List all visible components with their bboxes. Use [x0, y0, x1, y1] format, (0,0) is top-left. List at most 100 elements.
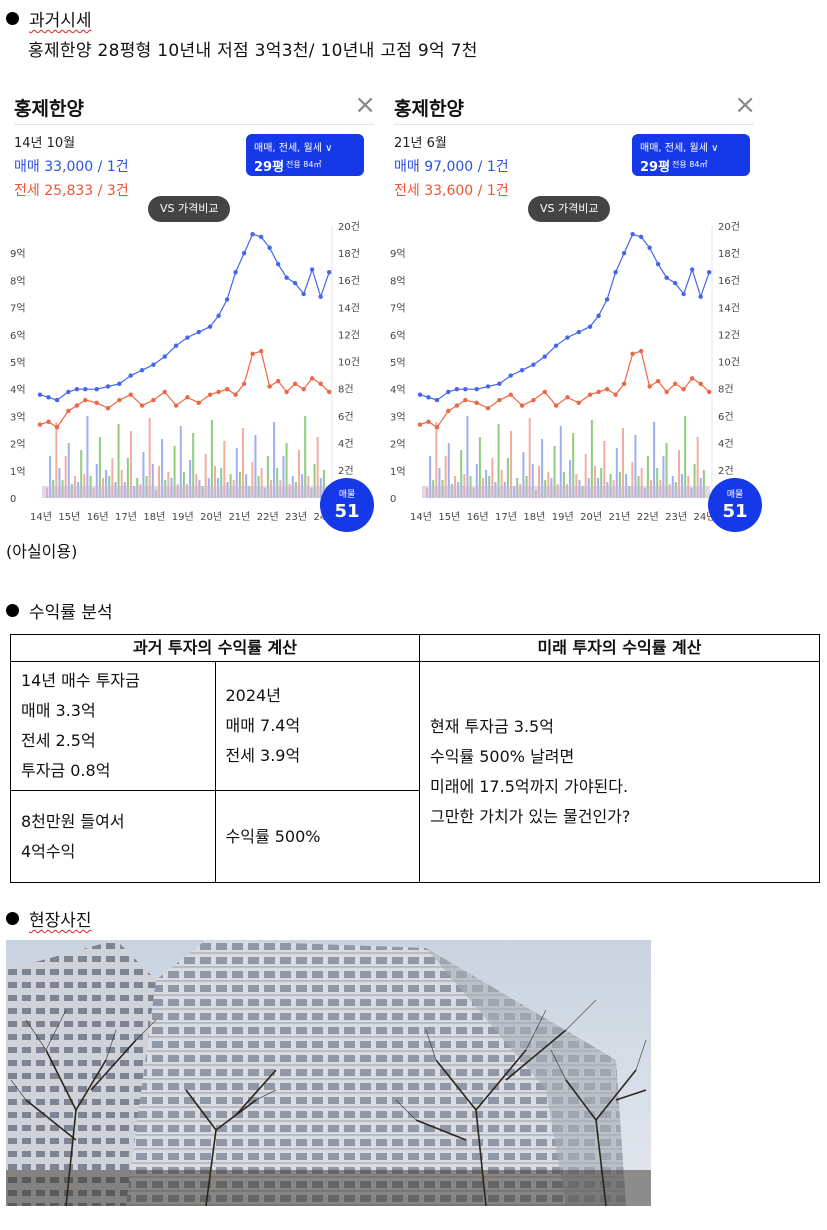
- volume-bar: [506, 458, 509, 498]
- volume-bar: [266, 456, 269, 498]
- past-buy-line: 전세 2.5억: [21, 731, 96, 750]
- data-point: [672, 280, 678, 286]
- filter-button[interactable]: 매매, 전세, 월세 ∨ 29평 전용 84㎡: [246, 134, 364, 176]
- data-point: [485, 384, 491, 389]
- data-point: [94, 400, 99, 405]
- volume-bar: [235, 448, 238, 498]
- data-point: [173, 343, 179, 348]
- x-tick-label: 19년: [172, 511, 194, 523]
- listing-badge[interactable]: 매물 51: [708, 478, 762, 532]
- data-point: [196, 329, 201, 335]
- y-left-tick-label: 9억: [10, 248, 26, 260]
- data-point: [309, 267, 315, 272]
- data-point: [463, 397, 468, 403]
- volume-bar: [167, 472, 170, 498]
- price-chart: 0 1억 2억 3억 4억 5억 6억 7억 8억 9억 2건 4건 6건 8건 10건 12건 14건 16건 1…: [390, 221, 740, 523]
- divider: [14, 124, 374, 125]
- y-right-tick-label: 20건: [718, 221, 740, 233]
- jeonse-price: 전세 25,833 / 3건: [14, 183, 129, 199]
- past-now-line: 전세 3.9억: [225, 746, 301, 765]
- data-point: [250, 351, 255, 357]
- volume-band: [422, 486, 710, 498]
- sale-price: 매매 33,000 / 1건: [14, 159, 129, 175]
- volume-bar: [447, 443, 450, 498]
- data-point: [267, 245, 272, 250]
- y-left-tick-label: 0: [10, 494, 16, 505]
- price-chart-card-1: 홍제한양 × 14년 10월 매매 33,000 / 1건 전세 25,833 …: [6, 76, 382, 532]
- volume-bar: [130, 431, 132, 498]
- data-point: [233, 392, 238, 397]
- volume-bar: [460, 450, 463, 498]
- data-point: [454, 403, 460, 408]
- data-point: [216, 313, 221, 318]
- data-point: [508, 392, 513, 397]
- data-point: [207, 392, 213, 397]
- volume-bar: [640, 468, 643, 498]
- bullet-icon: [6, 912, 19, 925]
- volume-band: [42, 486, 330, 498]
- listing-badge[interactable]: 매물 51: [320, 478, 374, 532]
- data-point: [54, 397, 60, 403]
- sale-price: 매매 97,000 / 1건: [394, 159, 509, 175]
- data-point: [46, 395, 51, 400]
- data-point: [37, 422, 43, 427]
- volume-bar: [491, 458, 494, 498]
- data-point: [565, 395, 570, 400]
- data-point: [587, 324, 593, 329]
- data-point: [139, 367, 145, 373]
- x-tick-label: 22년: [257, 511, 279, 523]
- return-calculation-table: 과거 투자의 수익률 계산 미래 투자의 수익률 계산 14년 매수 투자금 매…: [10, 634, 820, 883]
- past-result-cell: 8천만원 들여서 4억수익: [10, 790, 216, 883]
- data-point: [647, 245, 652, 250]
- volume-bar: [64, 456, 67, 498]
- y-left-tick-label: 7억: [390, 303, 406, 315]
- volume-bar: [223, 441, 226, 498]
- x-tick-label: 14년: [410, 511, 432, 523]
- y-left-tick-label: 3억: [390, 411, 406, 423]
- y-left-tick-label: 0: [390, 494, 396, 505]
- y-right-tick-label: 8건: [718, 384, 734, 396]
- volume-bar: [210, 420, 213, 498]
- y-right-tick-label: 18건: [338, 248, 360, 260]
- volume-bar: [173, 446, 176, 498]
- volume-bar: [500, 470, 503, 498]
- volume-bar: [105, 470, 108, 498]
- series-line: [419, 233, 710, 401]
- data-point: [162, 389, 167, 395]
- y-left-tick-label: 1억: [10, 466, 26, 478]
- data-point: [689, 267, 695, 272]
- data-point: [497, 381, 502, 386]
- vs-compare-button[interactable]: VS 가격비교: [148, 196, 231, 222]
- volume-bar: [478, 437, 481, 498]
- data-point: [485, 406, 491, 411]
- filter-button[interactable]: 매매, 전세, 월세 ∨ 29평 전용 84㎡: [632, 134, 750, 176]
- x-tick-label: 17년: [115, 511, 137, 523]
- x-tick-label: 20년: [200, 511, 222, 523]
- data-point: [417, 392, 423, 397]
- volume-bar: [86, 416, 89, 498]
- data-point: [105, 384, 111, 389]
- data-point: [301, 387, 306, 392]
- close-icon[interactable]: ×: [734, 90, 756, 120]
- x-tick-label: 19년: [552, 511, 574, 523]
- data-point: [531, 362, 536, 367]
- y-left-tick-label: 4억: [390, 384, 406, 396]
- y-left-tick-label: 2억: [10, 439, 26, 451]
- section-heading-past-price: 과거시세: [6, 6, 92, 31]
- data-point: [241, 381, 247, 386]
- volume-bar: [547, 472, 550, 498]
- volume-bar: [214, 466, 216, 498]
- card-title: 홍제한양: [394, 98, 464, 120]
- header-past: 과거 투자의 수익률 계산: [10, 634, 420, 662]
- data-point: [267, 384, 272, 389]
- card-title: 홍제한양: [14, 98, 84, 120]
- divider: [394, 124, 754, 125]
- close-icon[interactable]: ×: [354, 90, 376, 120]
- volume-bar: [285, 443, 288, 498]
- data-point: [638, 234, 644, 240]
- volume-bar: [590, 420, 593, 498]
- volume-bar: [316, 437, 319, 498]
- data-point: [128, 373, 133, 378]
- y-left-tick-label: 8억: [10, 275, 26, 287]
- vs-compare-button[interactable]: VS 가격비교: [528, 196, 611, 222]
